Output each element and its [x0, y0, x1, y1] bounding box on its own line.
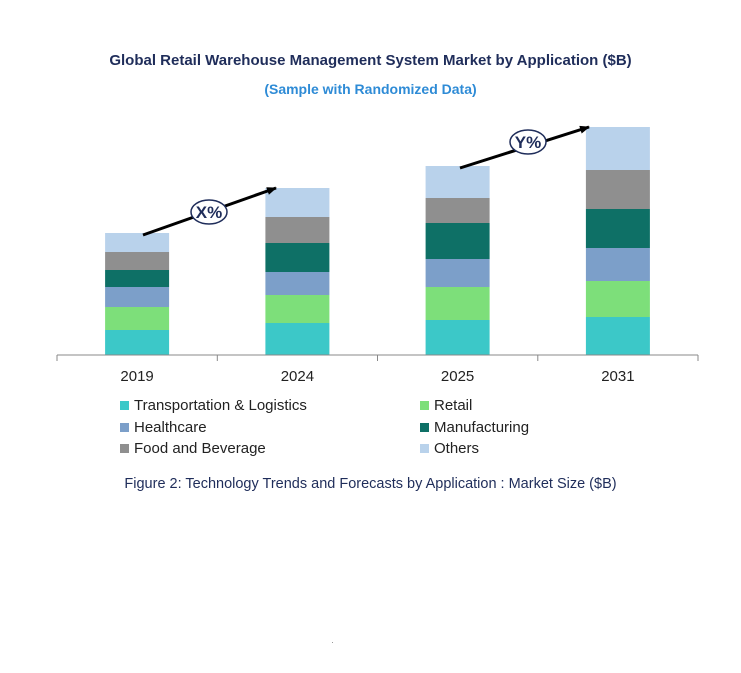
- figure-caption: Figure 2: Technology Trends and Forecast…: [124, 476, 617, 492]
- legend-swatch: [120, 444, 129, 454]
- chart-subtitle: (Sample with Randomized Data): [264, 81, 477, 97]
- legend-label: Manufacturing: [434, 418, 530, 436]
- legend-swatch: [120, 401, 129, 411]
- bar-segment-2025-1: [425, 287, 490, 320]
- legend-label: Food and Beverage: [134, 440, 266, 458]
- legend-swatch: [420, 444, 429, 454]
- legend-item-food-beverage: Food and Beverage: [120, 438, 420, 460]
- bar-segment-2024-3: [265, 243, 330, 272]
- chart-legend: Transportation & Logistics Retail Health…: [120, 395, 600, 460]
- bar-segment-2024-4: [265, 217, 330, 243]
- x-axis-ticks: [56, 355, 699, 361]
- bar-segment-2019-5: [105, 233, 170, 252]
- legend-label: Retail: [434, 397, 473, 415]
- bar-segment-2025-3: [425, 223, 490, 259]
- growth-bubble-1: [190, 199, 228, 225]
- bar-segment-2024-1: [265, 295, 330, 323]
- growth-annotation-1: X%: [142, 186, 277, 237]
- growth-label-1: X%: [196, 203, 222, 222]
- bars-group: [105, 127, 650, 355]
- bar-segment-2031-5: [585, 127, 650, 170]
- bar-segment-2024-0: [265, 323, 330, 355]
- bar-segment-2031-2: [585, 248, 650, 281]
- bar-segment-2031-3: [585, 209, 650, 248]
- bar-segment-2024-2: [265, 272, 330, 295]
- growth-bubble-2: [509, 129, 547, 155]
- legend-swatch: [420, 401, 429, 411]
- x-tick-label-2024: 2024: [281, 368, 314, 385]
- bar-segment-2031-0: [585, 317, 650, 355]
- x-tick-label-2031: 2031: [601, 368, 634, 385]
- bar-segment-2025-0: [425, 320, 490, 355]
- bar-segment-2024-5: [265, 188, 330, 217]
- x-tick-label-2019: 2019: [120, 368, 153, 385]
- legend-label: Others: [434, 440, 480, 458]
- bar-segment-2019-4: [105, 252, 170, 270]
- bar-segment-2019-2: [105, 287, 170, 307]
- stray-dot: [332, 642, 333, 643]
- bar-segment-2019-0: [105, 330, 170, 355]
- legend-swatch: [120, 422, 129, 432]
- x-axis-tick-labels: 2019 2024 2025 2031: [120, 368, 634, 385]
- legend-item-retail: Retail: [420, 395, 600, 417]
- legend-item-others: Others: [420, 438, 600, 460]
- legend-label: Transportation & Logistics: [134, 397, 307, 415]
- legend-item-transportation: Transportation & Logistics: [120, 395, 420, 417]
- growth-label-2: Y%: [515, 133, 541, 152]
- growth-annotation-2: Y%: [459, 125, 590, 170]
- legend-label: Healthcare: [134, 418, 207, 436]
- bar-segment-2031-4: [585, 170, 650, 209]
- bar-segment-2031-1: [585, 281, 650, 317]
- legend-item-healthcare: Healthcare: [120, 417, 420, 439]
- bar-segment-2025-2: [425, 259, 490, 287]
- bar-segment-2019-3: [105, 270, 170, 287]
- bar-segment-2025-5: [425, 166, 490, 198]
- bar-segment-2019-1: [105, 307, 170, 330]
- bar-segment-2025-4: [425, 198, 490, 223]
- legend-item-manufacturing: Manufacturing: [420, 417, 600, 439]
- x-tick-label-2025: 2025: [441, 368, 474, 385]
- legend-swatch: [420, 422, 429, 432]
- chart-title: Global Retail Warehouse Management Syste…: [109, 52, 632, 69]
